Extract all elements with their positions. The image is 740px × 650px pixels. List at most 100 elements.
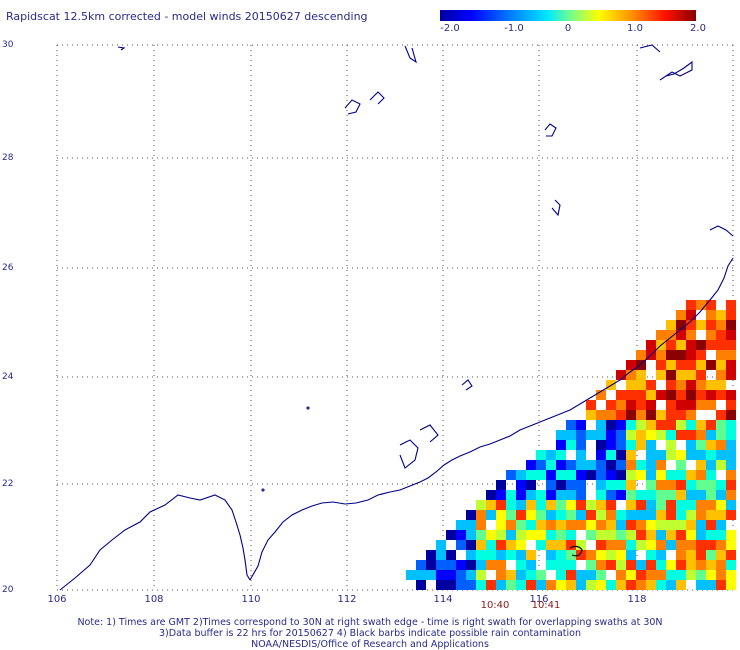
swath-cell: [726, 330, 736, 340]
swath-cell: [576, 550, 586, 560]
swath-cell: [606, 480, 616, 490]
swath-cell: [706, 510, 716, 520]
swath-cell: [536, 580, 546, 590]
swath-cell: [726, 310, 736, 320]
swath-cell: [676, 480, 686, 490]
swath-cell: [646, 460, 656, 470]
swath-cell: [636, 400, 646, 410]
note-line-2: 3)Data buffer is 22 hrs for 20150627 4) …: [159, 628, 581, 639]
swath-cell: [516, 470, 526, 480]
swath-cell: [596, 460, 606, 470]
swath-cell: [666, 400, 676, 410]
swath-cell: [676, 410, 686, 420]
swath-cell: [676, 540, 686, 550]
swath-cell: [686, 510, 696, 520]
swath-cell: [516, 570, 526, 580]
swath-cell: [626, 550, 636, 560]
swath-cell: [606, 450, 616, 460]
swath-cell: [716, 450, 726, 460]
swath-cell: [536, 450, 546, 460]
swath-cell: [516, 500, 526, 510]
swath-cell: [446, 530, 456, 540]
swath-cell: [646, 420, 656, 430]
swath-cell: [626, 440, 636, 450]
swath-cell: [716, 350, 726, 360]
swath-cell: [616, 520, 626, 530]
swath-cell: [546, 550, 556, 560]
swath-cell: [626, 480, 636, 490]
swath-cell: [636, 560, 646, 570]
swath-cell: [496, 510, 506, 520]
swath-cell: [666, 530, 676, 540]
swath-cell: [666, 350, 676, 360]
colorbar-tick: 0: [564, 23, 572, 34]
lat-label: 20: [2, 585, 14, 595]
swath-cell: [716, 530, 726, 540]
swath-cell: [626, 500, 636, 510]
swath-cell: [616, 430, 626, 440]
swath-cell: [566, 570, 576, 580]
swath-cell: [476, 500, 486, 510]
swath-cell: [516, 530, 526, 540]
swath-cell: [726, 440, 736, 450]
swath-cell: [526, 550, 536, 560]
swath-cell: [726, 430, 736, 440]
swath-cell: [516, 510, 526, 520]
swath-cell: [526, 580, 536, 590]
swath-cell: [686, 370, 696, 380]
swath-cell: [716, 430, 726, 440]
swath-cell: [476, 570, 486, 580]
swath-cell: [496, 580, 506, 590]
swath-cell: [706, 300, 716, 310]
swath-cell: [626, 360, 636, 370]
swath-cell: [576, 510, 586, 520]
swath-cell: [616, 550, 626, 560]
swath-cell: [616, 560, 626, 570]
swath-cell: [596, 530, 606, 540]
swath-cell: [626, 390, 636, 400]
swath-cell: [686, 350, 696, 360]
swath-cell: [666, 490, 676, 500]
swath-cell: [636, 430, 646, 440]
swath-cell: [486, 490, 496, 500]
swath-cell: [716, 570, 726, 580]
swath-cell: [606, 400, 616, 410]
swath-cell: [666, 560, 676, 570]
swath-cell: [666, 580, 676, 590]
swath-cell: [706, 500, 716, 510]
swath-cell: [676, 330, 686, 340]
swath-cell: [406, 570, 416, 580]
swath-cell: [556, 460, 566, 470]
swath-cell: [486, 500, 496, 510]
swath-cell: [646, 530, 656, 540]
coastline: [709, 225, 734, 237]
colorbar-tick: 1.0: [627, 23, 643, 34]
swath-cell: [646, 560, 656, 570]
swath-cell: [706, 430, 716, 440]
swath-cell: [586, 410, 596, 420]
swath-cell: [636, 540, 646, 550]
swath-cell: [726, 420, 736, 430]
swath-cell: [666, 380, 676, 390]
swath-cell: [626, 570, 636, 580]
swath-cell: [616, 390, 626, 400]
swath-cell: [666, 390, 676, 400]
swath-cell: [556, 500, 566, 510]
coastline: [419, 424, 439, 443]
swath-cell: [636, 390, 646, 400]
swath-cell: [416, 580, 426, 590]
swath-cell: [676, 560, 686, 570]
swath-cell: [646, 400, 656, 410]
swath-cell: [716, 460, 726, 470]
swath-cell: [606, 420, 616, 430]
swath-cell: [526, 570, 536, 580]
coastline: [249, 257, 734, 581]
swath-cell: [726, 360, 736, 370]
swath-cell: [566, 550, 576, 560]
swath-cell: [686, 500, 696, 510]
swath-cell: [596, 480, 606, 490]
swath-cell: [566, 510, 576, 520]
swath-cell: [586, 570, 596, 580]
swath-cell: [536, 460, 546, 470]
swath-cell: [616, 530, 626, 540]
